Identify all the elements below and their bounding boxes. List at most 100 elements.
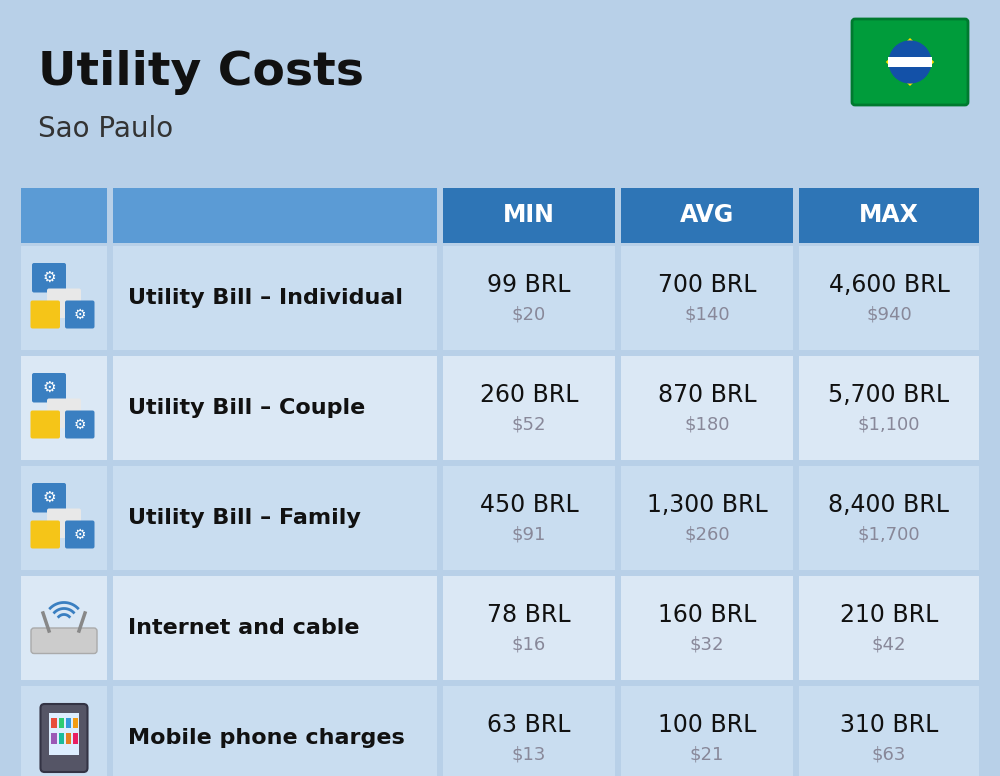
Text: Mobile phone charges: Mobile phone charges [128,728,405,748]
Bar [443,576,615,680]
FancyBboxPatch shape [47,289,81,318]
Text: 260 BRL: 260 BRL [480,383,578,407]
FancyBboxPatch shape [32,373,66,403]
Bar [443,188,615,243]
Bar [799,246,979,350]
Bar [799,466,979,570]
Bar [21,686,107,776]
Text: $940: $940 [866,306,912,324]
FancyBboxPatch shape [30,521,60,549]
Text: 160 BRL: 160 BRL [658,603,756,627]
Text: $52: $52 [512,415,546,434]
Bar [621,246,793,350]
FancyBboxPatch shape [40,704,88,772]
Text: $1,700: $1,700 [858,525,920,543]
Text: AVG: AVG [680,203,734,227]
Text: 870 BRL: 870 BRL [658,383,756,407]
Text: $140: $140 [684,306,730,324]
FancyBboxPatch shape [32,263,66,293]
Bar [66,718,71,728]
Text: $180: $180 [684,415,730,434]
Text: 4,600 BRL: 4,600 BRL [829,273,949,296]
Bar [443,686,615,776]
Text: 700 BRL: 700 BRL [658,273,756,296]
Bar [621,466,793,570]
Bar [73,733,78,743]
Bar [113,576,437,680]
Text: MAX: MAX [859,203,919,227]
Text: ⚙: ⚙ [74,307,86,321]
Bar [21,356,107,460]
Bar [21,246,107,350]
Text: 310 BRL: 310 BRL [840,713,938,736]
Bar [443,466,615,570]
Text: $13: $13 [512,746,546,764]
Bar [21,466,107,570]
Bar [113,686,437,776]
FancyBboxPatch shape [30,411,60,438]
Bar [621,576,793,680]
Text: ⚙: ⚙ [42,490,56,505]
FancyBboxPatch shape [30,300,60,328]
Text: $21: $21 [690,746,724,764]
Bar [113,188,437,243]
Bar [49,713,79,755]
Bar [888,57,932,67]
Text: Utility Costs: Utility Costs [38,50,364,95]
Bar [799,576,979,680]
Bar [113,466,437,570]
Bar [113,246,437,350]
Bar [21,188,107,243]
Bar [113,356,437,460]
Text: 99 BRL: 99 BRL [487,273,571,296]
Bar [51,733,57,743]
Text: $20: $20 [512,306,546,324]
Text: $16: $16 [512,636,546,653]
Text: Utility Bill – Couple: Utility Bill – Couple [128,398,365,418]
FancyBboxPatch shape [47,399,81,428]
Bar [621,188,793,243]
FancyBboxPatch shape [32,483,66,512]
Bar [59,733,64,743]
Bar [73,718,78,728]
Text: 1,300 BRL: 1,300 BRL [647,493,767,517]
Text: ⚙: ⚙ [74,417,86,431]
FancyBboxPatch shape [65,411,94,438]
FancyBboxPatch shape [65,521,94,549]
Text: Sao Paulo: Sao Paulo [38,115,173,143]
Text: $260: $260 [684,525,730,543]
Text: $32: $32 [690,636,724,653]
Polygon shape [886,38,934,86]
Text: Utility Bill – Individual: Utility Bill – Individual [128,288,403,308]
FancyBboxPatch shape [31,628,97,653]
Bar [51,718,57,728]
Bar [66,733,71,743]
Text: 63 BRL: 63 BRL [487,713,571,736]
FancyBboxPatch shape [852,19,968,105]
Text: 78 BRL: 78 BRL [487,603,571,627]
Text: ⚙: ⚙ [74,528,86,542]
Text: 450 BRL: 450 BRL [480,493,578,517]
Bar [21,576,107,680]
FancyBboxPatch shape [65,300,94,328]
Bar [799,356,979,460]
Text: 100 BRL: 100 BRL [658,713,756,736]
Text: 8,400 BRL: 8,400 BRL [828,493,950,517]
Text: 210 BRL: 210 BRL [840,603,938,627]
Bar [443,356,615,460]
Text: $1,100: $1,100 [858,415,920,434]
Text: 5,700 BRL: 5,700 BRL [828,383,950,407]
Text: MIN: MIN [503,203,555,227]
Text: ⚙: ⚙ [42,380,56,395]
Bar [621,686,793,776]
Text: $42: $42 [872,636,906,653]
Text: $63: $63 [872,746,906,764]
Text: Utility Bill – Family: Utility Bill – Family [128,508,361,528]
Bar [799,188,979,243]
Bar [59,718,64,728]
Circle shape [888,40,932,84]
Bar [621,356,793,460]
Text: Internet and cable: Internet and cable [128,618,360,638]
Bar [799,686,979,776]
Text: ⚙: ⚙ [42,270,56,285]
